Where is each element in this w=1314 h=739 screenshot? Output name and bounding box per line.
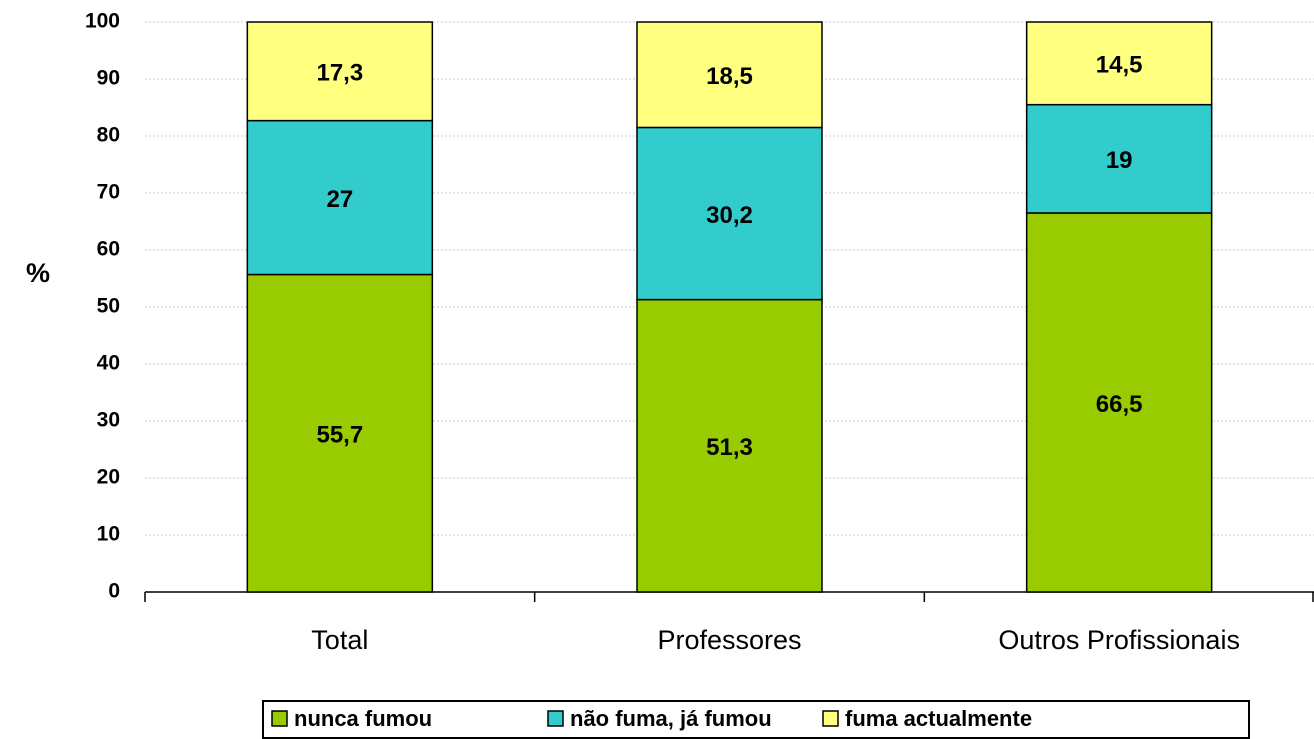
- data-label: 51,3: [706, 434, 753, 461]
- bar-segment: [1025, 212, 1213, 593]
- data-label: 18,5: [706, 63, 753, 90]
- y-tick-label: 50: [97, 295, 120, 318]
- y-tick-label: 30: [97, 409, 120, 432]
- legend-box: [262, 700, 1250, 739]
- y-tick-label: 100: [85, 10, 120, 33]
- data-label: 19: [1106, 147, 1133, 174]
- y-tick-label: 0: [108, 580, 120, 603]
- data-label: 14,5: [1096, 52, 1143, 79]
- bar-segment: [1025, 21, 1213, 106]
- data-label: 66,5: [1096, 391, 1143, 418]
- bar-segment: [636, 298, 823, 593]
- y-tick-label: 60: [97, 238, 120, 261]
- legend-label: fuma actualmente: [845, 706, 1032, 731]
- y-tick-label: 70: [97, 181, 120, 204]
- legend-label: nunca fumou: [294, 706, 432, 731]
- legend-swatch: [822, 710, 839, 727]
- legend-swatch: [271, 710, 288, 727]
- bar-segment: [636, 126, 823, 301]
- bar-segment: [246, 21, 434, 122]
- y-tick-label: 20: [97, 466, 120, 489]
- x-tick-label: Total: [311, 625, 368, 655]
- legend-swatch: [547, 710, 564, 727]
- x-tick-label: Outros Profissionais: [998, 625, 1240, 655]
- legend-label: não fuma, já fumou: [570, 706, 772, 731]
- data-label: 17,3: [316, 60, 363, 87]
- bar-segment: [636, 21, 823, 129]
- x-tick-label: Professores: [657, 625, 801, 655]
- y-tick-label: 10: [97, 523, 120, 546]
- y-axis-label: %: [26, 258, 50, 288]
- data-label: 27: [326, 186, 353, 213]
- bar-segment: [246, 119, 434, 276]
- y-tick-label: 90: [97, 67, 120, 90]
- y-tick-label: 40: [97, 352, 120, 375]
- y-tick-label: 80: [97, 124, 120, 147]
- data-label: 55,7: [316, 422, 363, 449]
- bar-segment: [246, 273, 434, 593]
- data-label: 30,2: [706, 202, 753, 229]
